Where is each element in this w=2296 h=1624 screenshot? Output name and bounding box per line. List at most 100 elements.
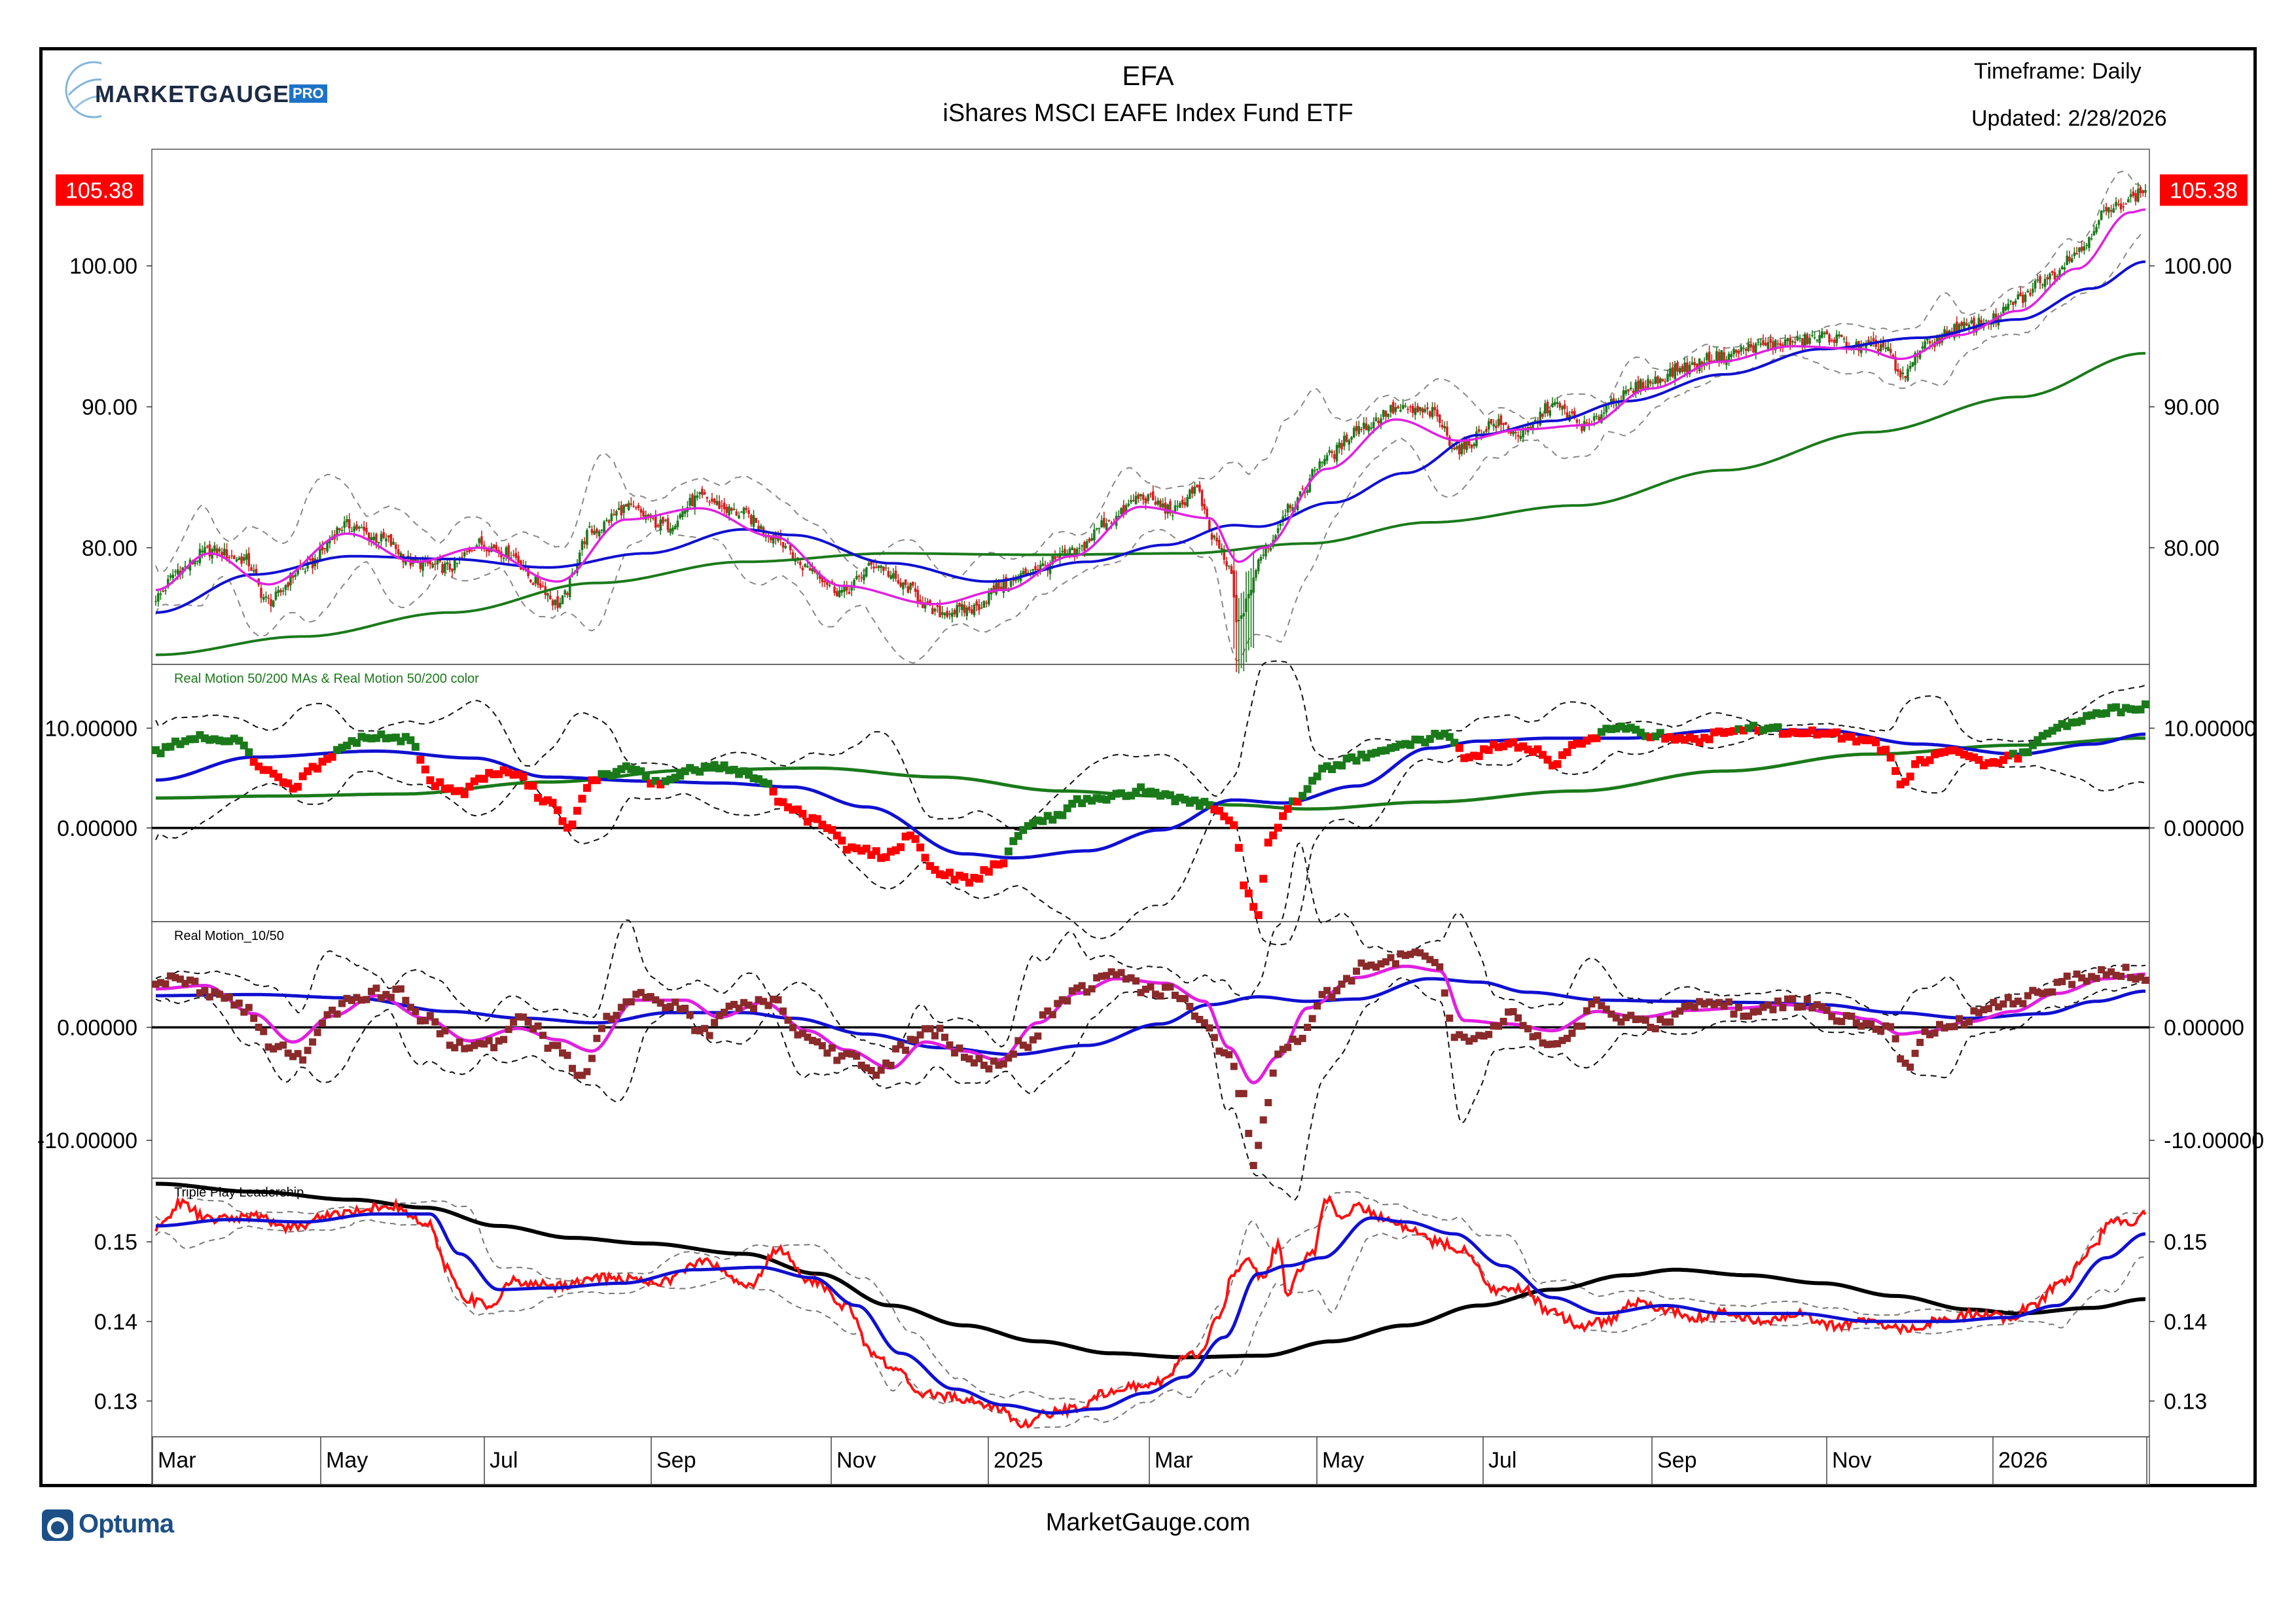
- rm1-point: [1299, 791, 1307, 800]
- candle-body: [446, 562, 449, 564]
- candle-body: [654, 516, 657, 528]
- candle-body: [625, 503, 628, 507]
- candle-body: [1286, 504, 1289, 513]
- candle-body: [1575, 420, 1579, 423]
- candle-body: [798, 562, 802, 566]
- rm2-point: [666, 1003, 674, 1011]
- candle-body: [904, 579, 907, 585]
- candle-body: [1487, 421, 1490, 430]
- candle-body: [1064, 549, 1066, 554]
- rm2-point: [617, 1003, 625, 1011]
- candle-body: [321, 546, 324, 550]
- rm2-point: [1490, 1022, 1498, 1030]
- candle-body: [1428, 411, 1431, 417]
- candle-body: [1352, 427, 1355, 438]
- optuma-logo: Optuma: [41, 1506, 211, 1545]
- rm2-point: [2088, 973, 2096, 981]
- rm2-point: [1681, 1003, 1689, 1011]
- candle-body: [201, 550, 204, 552]
- candle-body: [1492, 424, 1495, 427]
- rm2-point: [1088, 985, 1096, 993]
- candle-body: [1090, 538, 1093, 541]
- candle-body: [1485, 429, 1488, 432]
- candle-body: [1159, 500, 1162, 507]
- candle-body: [517, 556, 520, 563]
- candle-body: [1990, 323, 1992, 325]
- rm2-point: [2000, 1000, 2007, 1008]
- candle-body: [380, 533, 383, 542]
- rm2-points: [152, 948, 2149, 1170]
- rm2-point: [1671, 1010, 1679, 1018]
- candle-body: [2108, 207, 2110, 213]
- candle-body: [1639, 379, 1642, 389]
- rm2-point: [1627, 1011, 1635, 1019]
- candle-body: [453, 559, 456, 571]
- rm1-point: [578, 795, 586, 803]
- rm2-point: [206, 993, 213, 1001]
- candle-body: [1793, 342, 1797, 343]
- candle-body: [730, 508, 733, 511]
- rm2-point: [1872, 1025, 1880, 1033]
- candle-body: [909, 583, 912, 590]
- x-tick-label: Sep: [656, 1448, 696, 1473]
- candle-body: [260, 588, 262, 598]
- candle-body: [583, 541, 586, 544]
- candle-body: [933, 609, 937, 612]
- candle-body: [1276, 528, 1280, 533]
- candle-body: [264, 596, 268, 598]
- rm2-point: [485, 1037, 493, 1045]
- candle-body: [1093, 529, 1096, 541]
- rm2-point: [1064, 997, 1071, 1005]
- rm2-point: [309, 1038, 317, 1046]
- candle-body: [1345, 434, 1348, 442]
- y-tick-right: 0.13: [2164, 1389, 2207, 1414]
- rm2-point: [1549, 1040, 1556, 1048]
- rm2-point: [672, 998, 679, 1006]
- rm2-point: [1632, 1016, 1640, 1024]
- candle-body: [1615, 404, 1618, 406]
- candle-body: [1786, 338, 1789, 342]
- candle-body: [642, 511, 645, 516]
- rm2-point: [1328, 993, 1336, 1001]
- candle-body: [2017, 294, 2020, 300]
- candle-body: [539, 583, 542, 588]
- rm2-point: [1749, 1008, 1757, 1016]
- rm2-point: [2122, 964, 2130, 971]
- candle-body: [1737, 350, 1740, 354]
- candle-body: [291, 575, 295, 578]
- candle-body: [1916, 355, 1919, 357]
- rm2-point: [1779, 1003, 1787, 1011]
- rm2-point: [2029, 986, 2037, 994]
- candle-body: [1399, 410, 1402, 412]
- candle-body: [1828, 334, 1831, 343]
- candle-body: [1955, 321, 1958, 334]
- rm2-point: [255, 1023, 262, 1031]
- rm2-point: [1475, 1032, 1483, 1039]
- rm2-point: [2073, 970, 2081, 978]
- candle-body: [1553, 402, 1556, 405]
- rm2-point: [1151, 990, 1159, 998]
- rm2-point: [867, 1066, 875, 1074]
- candle-body: [1970, 320, 1973, 323]
- candle-body: [590, 529, 594, 533]
- candle-body: [1407, 408, 1409, 410]
- rm2-point: [1333, 987, 1341, 995]
- candle-body: [1803, 334, 1806, 346]
- rm2-point: [1215, 1047, 1223, 1055]
- rm2-point: [1602, 1005, 1610, 1013]
- candle-body: [1247, 594, 1250, 599]
- candle-body: [752, 515, 755, 527]
- rm2-point: [1813, 1001, 1821, 1009]
- candle-body: [1355, 425, 1358, 431]
- candle-body: [2060, 266, 2064, 270]
- rm2-point: [784, 1017, 792, 1024]
- candle-body: [451, 569, 454, 572]
- rm1-point: [480, 774, 488, 783]
- candle-body: [1595, 416, 1598, 417]
- rm2-point: [166, 972, 174, 980]
- candle-body: [284, 585, 287, 590]
- rm1-point: [1705, 735, 1713, 744]
- candle-body: [171, 574, 175, 579]
- rm2-point: [1014, 1037, 1022, 1045]
- candle-body: [1441, 424, 1444, 427]
